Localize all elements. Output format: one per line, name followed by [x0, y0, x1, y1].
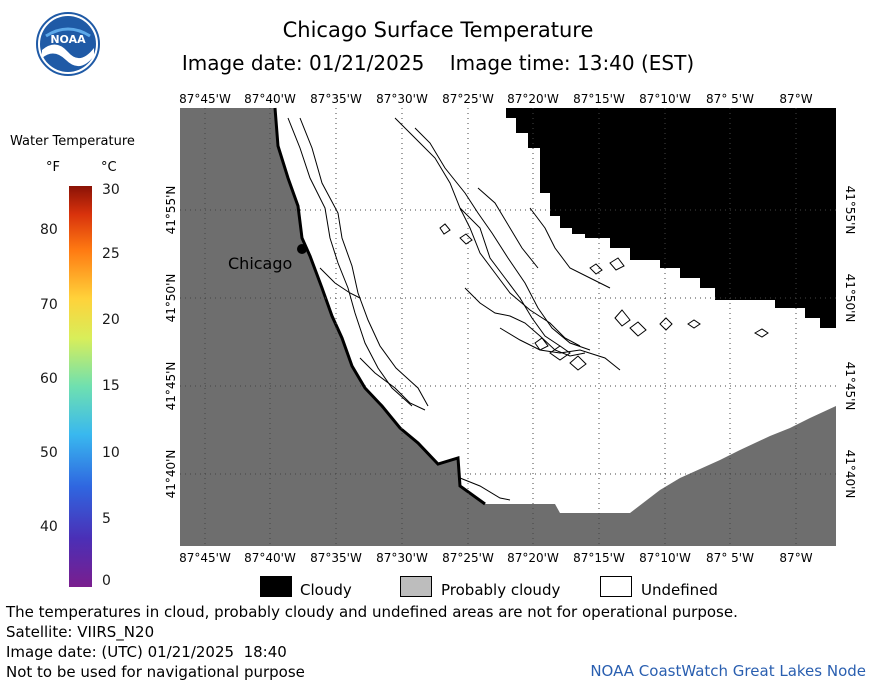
- temperature-contours: [287, 117, 769, 501]
- lon-top-7: 87°10'W: [639, 92, 691, 106]
- credit-text: NOAA CoastWatch Great Lakes Node: [590, 662, 866, 680]
- lon-top-2: 87°35'W: [310, 92, 362, 106]
- key-undefined-label: Undefined: [641, 581, 718, 599]
- lon-bottom-1: 87°40'W: [244, 551, 296, 565]
- unit-fahrenheit: °F: [46, 160, 60, 175]
- tick-c-30: 30: [102, 182, 120, 198]
- unit-celsius: °C: [101, 160, 117, 175]
- lat-right-3: 41°40'N: [843, 450, 857, 499]
- lon-top-0: 87°45'W: [179, 92, 231, 106]
- lat-left-2: 41°45'N: [164, 362, 178, 411]
- tick-f-70: 70: [40, 297, 58, 313]
- tick-f-50: 50: [40, 445, 58, 461]
- lat-left-1: 41°50'N: [164, 274, 178, 323]
- lon-top-3: 87°30'W: [376, 92, 428, 106]
- tick-c-15: 15: [102, 378, 120, 394]
- key-cloudy-label: Cloudy: [300, 581, 352, 599]
- surface-temperature-map: Chicago 87°45'W 87°40'W 87°35'W 87°30'W …: [164, 92, 857, 565]
- key-cloudy-swatch: [260, 576, 292, 597]
- lon-top-4: 87°25'W: [442, 92, 494, 106]
- tick-c-5: 5: [102, 511, 111, 527]
- cloud-region: [506, 108, 836, 328]
- tick-f-60: 60: [40, 371, 58, 387]
- noaa-logo: NOAA: [36, 12, 100, 76]
- lat-left-0: 41°55'N: [164, 186, 178, 235]
- disclaimer-text: The temperatures in cloud, probably clou…: [6, 603, 738, 621]
- lon-bottom-8: 87° 5'W: [706, 551, 754, 565]
- land-region: [180, 108, 836, 546]
- lon-top-5: 87°20'W: [507, 92, 559, 106]
- lon-top-8: 87° 5'W: [706, 92, 754, 106]
- lon-bottom-3: 87°30'W: [376, 551, 428, 565]
- lat-right-1: 41°50'N: [843, 274, 857, 323]
- lon-top-1: 87°40'W: [244, 92, 296, 106]
- utc-date-text: Image date: (UTC) 01/21/2025 18:40: [6, 643, 287, 661]
- lon-bottom-7: 87°10'W: [639, 551, 691, 565]
- tick-c-0: 0: [102, 573, 111, 589]
- key-probably-cloudy-swatch: [400, 576, 432, 597]
- graticule: [180, 108, 836, 546]
- tick-c-10: 10: [102, 445, 120, 461]
- logo-text: NOAA: [50, 33, 86, 46]
- lon-bottom-4: 87°25'W: [442, 551, 494, 565]
- lon-bottom-2: 87°35'W: [310, 551, 362, 565]
- tick-c-25: 25: [102, 246, 120, 262]
- tick-c-20: 20: [102, 312, 120, 328]
- lon-bottom-9: 87°W: [779, 551, 812, 565]
- lon-top-9: 87°W: [779, 92, 812, 106]
- legend-title: Water Temperature: [10, 134, 135, 149]
- tick-f-40: 40: [40, 519, 58, 535]
- chicago-label: Chicago: [228, 254, 292, 273]
- lon-bottom-0: 87°45'W: [179, 551, 231, 565]
- satellite-text: Satellite: VIIRS_N20: [6, 623, 155, 641]
- lat-left-3: 41°40'N: [164, 450, 178, 499]
- lon-bottom-6: 87°15'W: [573, 551, 625, 565]
- tick-f-80: 80: [40, 222, 58, 238]
- image-date-time: Image date: 01/21/2025 Image time: 13:40…: [181, 51, 695, 75]
- key-probably-cloudy-label: Probably cloudy: [441, 581, 561, 599]
- lat-right-2: 41°45'N: [843, 362, 857, 411]
- navigation-warning: Not to be used for navigational purpose: [6, 663, 305, 681]
- chicago-marker: [297, 244, 307, 254]
- key-undefined-swatch: [600, 576, 632, 597]
- shoreline: [273, 107, 486, 506]
- lon-top-6: 87°15'W: [573, 92, 625, 106]
- lon-bottom-5: 87°20'W: [507, 551, 559, 565]
- lat-right-0: 41°55'N: [843, 186, 857, 235]
- temperature-colorbar: [69, 186, 92, 587]
- map-title: Chicago Surface Temperature: [282, 18, 594, 42]
